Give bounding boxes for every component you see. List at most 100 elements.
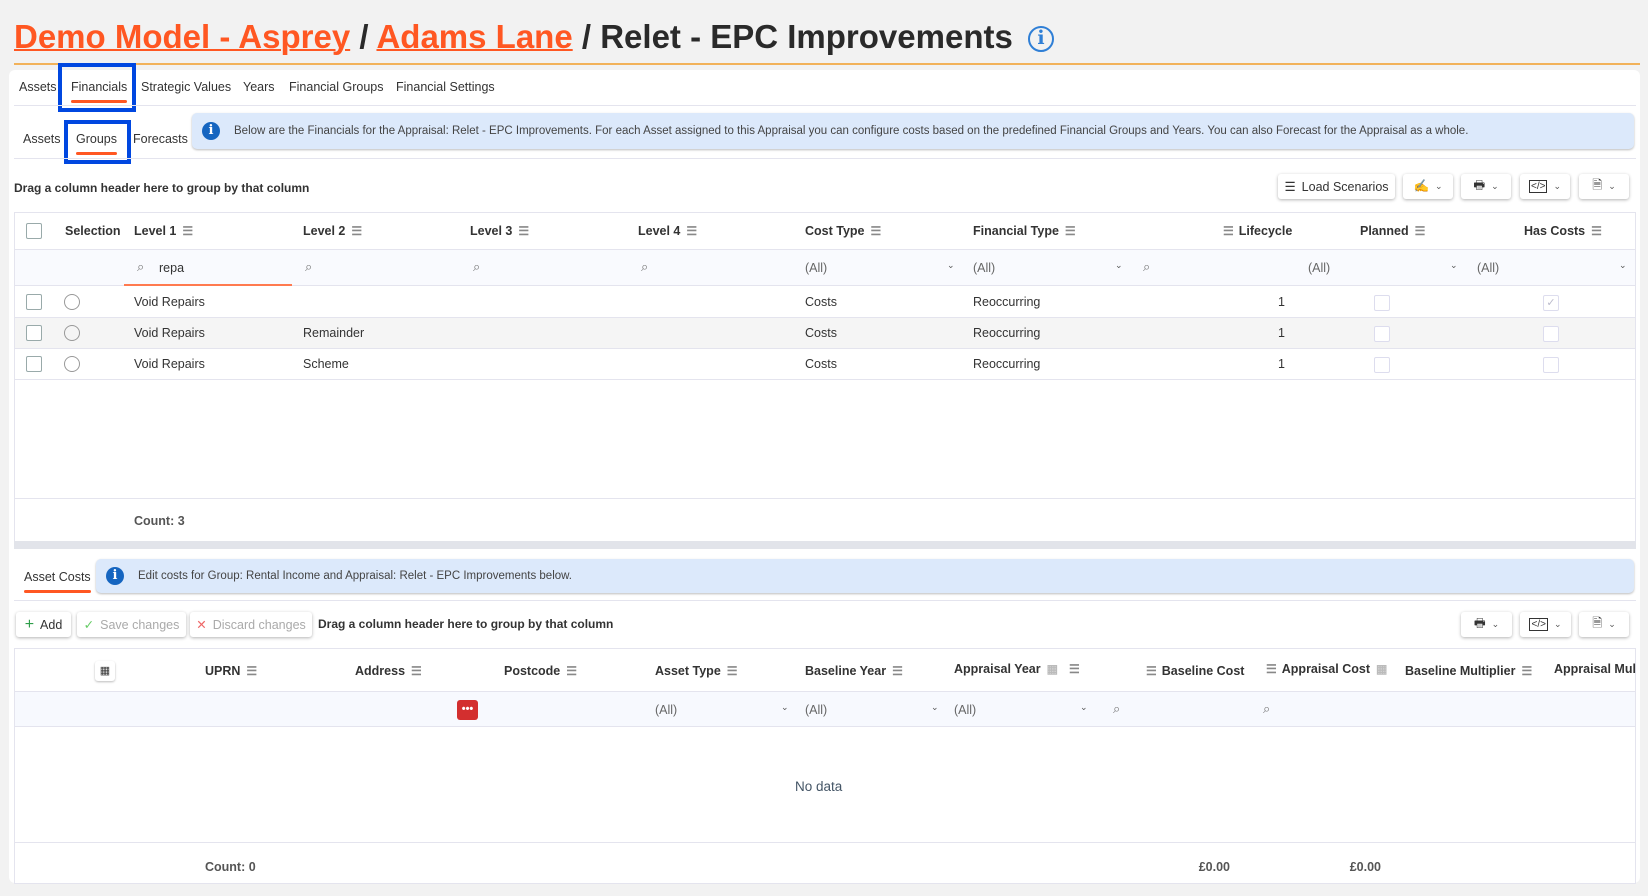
chevron-down-icon[interactable]: ⌄ xyxy=(1619,260,1627,270)
info-icon[interactable]: i xyxy=(1028,26,1055,53)
chevron-down-icon: ⌄ xyxy=(1553,181,1561,191)
appraisal-cost-search-icon[interactable]: ⌕ xyxy=(1263,701,1271,716)
tab-years[interactable]: Years xyxy=(243,80,275,94)
filter-row xyxy=(15,250,1635,286)
level1-filter-input[interactable]: ⌕ repa xyxy=(124,250,292,286)
print-button[interactable]: 🖶 ⌄ xyxy=(1461,612,1512,637)
document-icon: 🗎 xyxy=(1592,178,1603,192)
asset-costs-info-banner: i Edit costs for Group: Rental Income and… xyxy=(96,559,1634,593)
chevron-down-icon[interactable]: ⌄ xyxy=(1450,260,1458,270)
column-header-baseline-cost[interactable]: ☰ Baseline Cost xyxy=(1146,664,1245,678)
document-icon: 🗎 xyxy=(1592,616,1603,630)
filter-icon: ☰ xyxy=(182,224,193,238)
row-radio[interactable] xyxy=(64,325,80,341)
column-header-address[interactable]: Address ☰ xyxy=(355,664,422,678)
chevron-down-icon[interactable]: ⌄ xyxy=(781,702,789,712)
breadcrumb-asset-link[interactable]: Adams Lane xyxy=(376,18,573,55)
row-radio[interactable] xyxy=(64,356,80,372)
breadcrumb-model-link[interactable]: Demo Model - Asprey xyxy=(14,18,351,55)
has-costs-checkbox xyxy=(1543,357,1559,373)
column-header-financial-type[interactable]: Financial Type ☰ xyxy=(973,224,1076,238)
row-checkbox[interactable] xyxy=(26,325,42,341)
cell-lifecycle: 1 xyxy=(1278,357,1285,371)
level3-filter-search-icon[interactable]: ⌕ xyxy=(473,259,481,274)
baseline-year-filter[interactable]: (All) xyxy=(805,703,828,717)
export-document-button[interactable]: 🗎 ⌄ xyxy=(1579,612,1629,637)
column-header-level1[interactable]: Level 1 ☰ xyxy=(134,224,193,238)
column-header-level4[interactable]: Level 4 ☰ xyxy=(638,224,697,238)
column-header-appraisal-multiplier[interactable]: Appraisal Mult xyxy=(1554,662,1636,676)
column-header-baseline-year[interactable]: Baseline Year ☰ xyxy=(805,664,903,678)
column-header-asset-type[interactable]: Asset Type ☰ xyxy=(655,664,738,678)
chevron-down-icon[interactable]: ⌄ xyxy=(947,260,955,270)
appraisal-year-filter[interactable]: (All) xyxy=(954,703,977,717)
subtab-forecasts[interactable]: Forecasts xyxy=(133,132,188,146)
info-text: Below are the Financials for the Apprais… xyxy=(234,125,1469,137)
export-document-button[interactable]: 🗎 ⌄ xyxy=(1579,174,1629,199)
chevron-down-icon[interactable]: ⌄ xyxy=(1080,702,1088,712)
table-row[interactable]: Void Repairs Remainder Costs Reoccurring… xyxy=(15,318,1635,349)
tab-assets[interactable]: Assets xyxy=(19,80,57,94)
table-row[interactable]: Void Repairs Costs Reoccurring 1 ✓ xyxy=(15,287,1635,318)
tab-financial-groups[interactable]: Financial Groups xyxy=(289,80,384,94)
select-all-checkbox[interactable] xyxy=(26,223,42,239)
column-header-appraisal-cost[interactable]: ☰ Appraisal Cost ▦ xyxy=(1266,662,1387,676)
group-panel-hint: Drag a column header here to group by th… xyxy=(14,181,310,195)
breadcrumb-separator: / xyxy=(359,18,369,55)
save-changes-button[interactable]: ✓ Save changes xyxy=(77,612,186,637)
column-header-cost-type[interactable]: Cost Type ☰ xyxy=(805,224,881,238)
cost-type-filter[interactable]: (All) xyxy=(805,261,828,275)
code-icon: </> xyxy=(1528,180,1548,193)
tab-asset-costs[interactable]: Asset Costs xyxy=(24,570,91,593)
column-chooser-icon[interactable]: ▦ xyxy=(95,661,115,681)
column-header-postcode[interactable]: Postcode ☰ xyxy=(504,664,577,678)
printer-icon: 🖶 xyxy=(1473,616,1486,630)
financial-type-filter[interactable]: (All) xyxy=(973,261,996,275)
column-header-appraisal-year[interactable]: Appraisal Year ▦ ☰ xyxy=(954,662,1080,676)
appraisal-cost-total: £0.00 xyxy=(1349,860,1381,874)
column-header-level2[interactable]: Level 2 ☰ xyxy=(303,224,362,238)
level2-filter-search-icon[interactable]: ⌕ xyxy=(305,259,313,274)
cell-level1: Void Repairs xyxy=(134,357,205,371)
add-button[interactable]: + Add xyxy=(16,612,71,637)
column-header-planned[interactable]: Planned ☰ xyxy=(1360,224,1426,238)
scenario-menu-button[interactable]: ✍ ⌄ xyxy=(1403,174,1453,199)
tab-strategic-values[interactable]: Strategic Values xyxy=(141,80,232,94)
table-row[interactable]: Void Repairs Scheme Costs Reoccurring 1 xyxy=(15,349,1635,380)
planned-filter[interactable]: (All) xyxy=(1308,261,1331,275)
column-header-level3[interactable]: Level 3 ☰ xyxy=(470,224,529,238)
has-costs-filter[interactable]: (All) xyxy=(1477,261,1500,275)
subtab-assets[interactable]: Assets xyxy=(23,132,61,146)
more-options-icon[interactable]: ••• xyxy=(457,700,478,720)
filter-icon: ☰ xyxy=(1414,224,1426,238)
export-code-button[interactable]: </> ⌄ xyxy=(1520,174,1570,199)
chevron-down-icon[interactable]: ⌄ xyxy=(1115,260,1123,270)
filter-icon: ☰ xyxy=(1266,662,1277,676)
column-header-baseline-multiplier[interactable]: Baseline Multiplier ☰ xyxy=(1405,664,1532,678)
planned-checkbox xyxy=(1374,357,1390,373)
row-checkbox[interactable] xyxy=(26,294,42,310)
column-header-lifecycle[interactable]: ☰ Lifecycle xyxy=(1223,224,1293,238)
load-scenarios-button[interactable]: ☰ Load Scenarios xyxy=(1278,174,1395,199)
info-banner: i Below are the Financials for the Apprai… xyxy=(192,113,1634,149)
cell-lifecycle: 1 xyxy=(1278,295,1285,309)
row-checkbox[interactable] xyxy=(26,356,42,372)
baseline-cost-search-icon[interactable]: ⌕ xyxy=(1113,701,1121,716)
print-button[interactable]: 🖶 ⌄ xyxy=(1461,174,1511,199)
asset-type-filter[interactable]: (All) xyxy=(655,703,678,717)
tab-financials[interactable]: Financials xyxy=(71,80,128,103)
subtab-groups[interactable]: Groups xyxy=(76,132,117,155)
column-header-has-costs[interactable]: Has Costs ☰ xyxy=(1524,224,1602,238)
row-radio[interactable] xyxy=(64,294,80,310)
discard-changes-button[interactable]: ✕ Discard changes xyxy=(190,612,312,637)
cell-cost-type: Costs xyxy=(805,295,837,309)
column-header-uprn[interactable]: UPRN ☰ xyxy=(205,664,257,678)
resize-splitter[interactable] xyxy=(14,541,1636,549)
export-code-button[interactable]: </> ⌄ xyxy=(1520,612,1571,637)
lifecycle-filter-search-icon[interactable]: ⌕ xyxy=(1143,259,1151,274)
chevron-down-icon: ⌄ xyxy=(1608,619,1616,629)
chevron-down-icon[interactable]: ⌄ xyxy=(931,702,939,712)
level4-filter-search-icon[interactable]: ⌕ xyxy=(641,259,649,274)
tab-financial-settings[interactable]: Financial Settings xyxy=(396,80,495,94)
column-header-selection[interactable]: Selection xyxy=(65,224,121,238)
